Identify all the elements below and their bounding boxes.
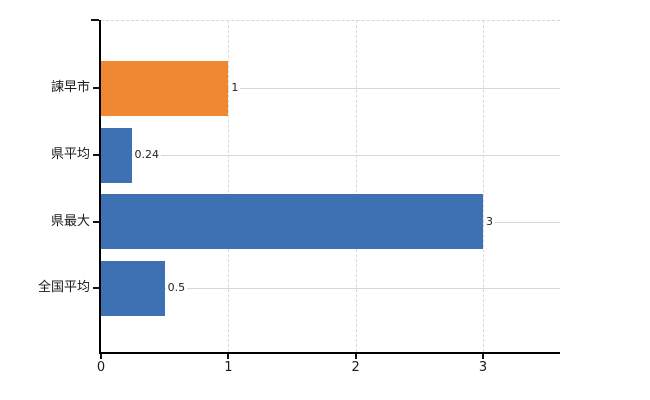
x-axis-tick bbox=[354, 354, 357, 359]
row-gridline bbox=[102, 288, 560, 289]
bar-value-label: 0.24 bbox=[132, 147, 162, 162]
y-axis-tick bbox=[93, 220, 101, 223]
category-label: 諫早市 bbox=[50, 80, 90, 95]
y-axis-tick bbox=[93, 287, 101, 289]
vertical-gridline bbox=[228, 20, 230, 352]
category-label: 県最大 bbox=[50, 213, 90, 229]
y-axis-tick bbox=[93, 154, 101, 156]
bar bbox=[101, 127, 132, 183]
x-axis-tick bbox=[481, 354, 484, 359]
category-label: 県平均 bbox=[50, 147, 90, 162]
bar bbox=[101, 194, 483, 249]
category-label: 全国平均 bbox=[37, 280, 90, 295]
plot-area-top-border bbox=[101, 20, 560, 21]
y-axis-tick bbox=[93, 87, 101, 89]
bar bbox=[101, 260, 165, 316]
bar-value-label: 3 bbox=[483, 213, 495, 229]
row-gridline bbox=[102, 88, 560, 89]
x-axis-tick bbox=[227, 354, 230, 359]
y-axis-line bbox=[99, 20, 101, 354]
row-gridline bbox=[102, 155, 560, 156]
x-axis-line bbox=[99, 352, 560, 354]
x-tick-label: 2 bbox=[351, 360, 360, 375]
bar-value-label: 0.5 bbox=[165, 280, 188, 295]
x-tick-label: 3 bbox=[478, 360, 488, 375]
x-axis-tick bbox=[100, 354, 102, 359]
y-axis-end-tick bbox=[91, 19, 99, 21]
vertical-gridline bbox=[355, 20, 357, 352]
vertical-gridline bbox=[482, 20, 484, 352]
bar-value-label: 1 bbox=[229, 80, 241, 95]
x-tick-label: 1 bbox=[224, 360, 233, 375]
bar bbox=[101, 60, 229, 116]
x-tick-label: 0 bbox=[96, 360, 106, 375]
